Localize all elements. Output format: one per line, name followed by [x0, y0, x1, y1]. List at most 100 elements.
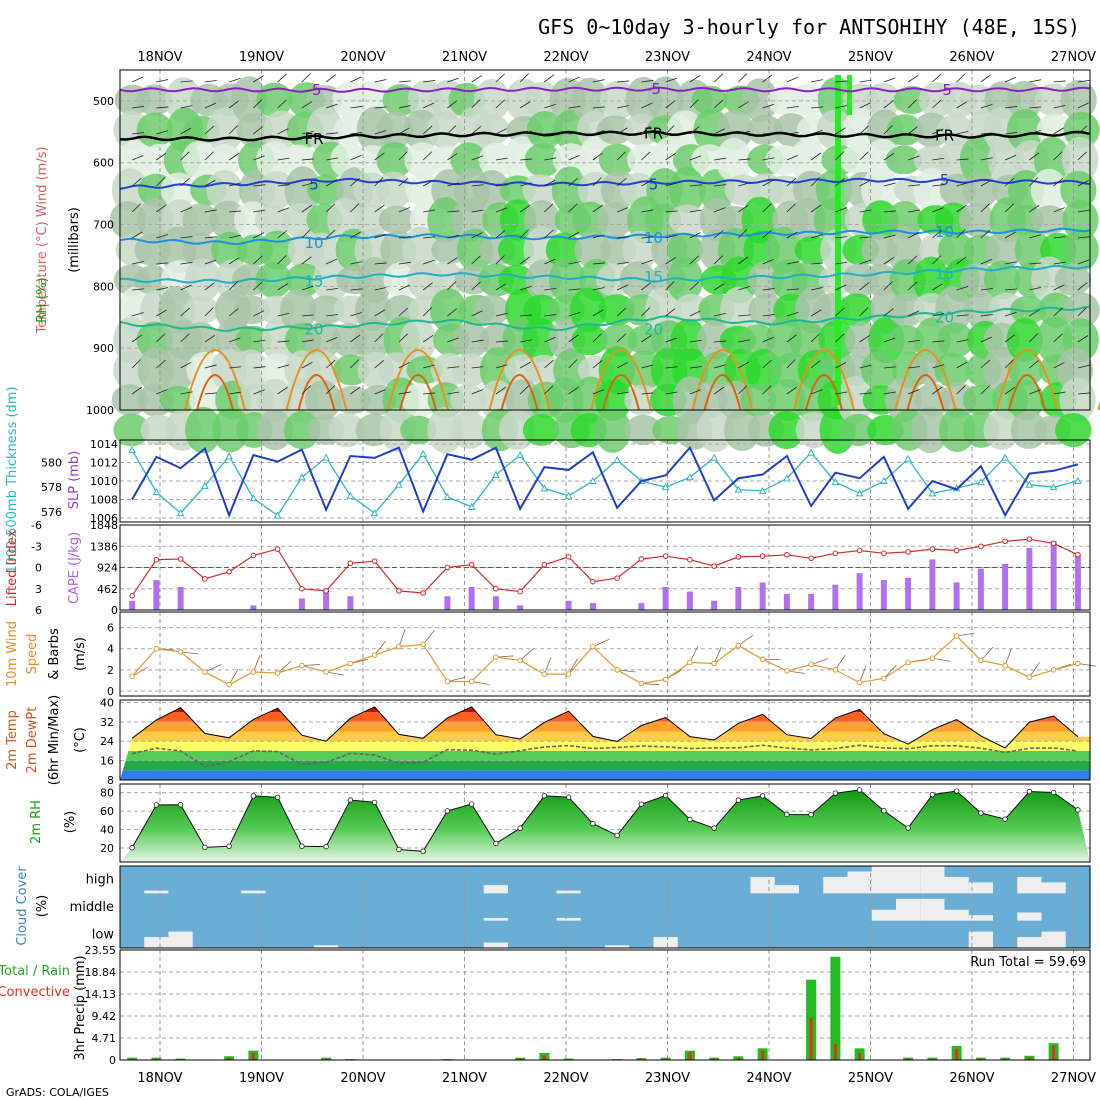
wind-barb — [883, 337, 896, 343]
cape-bar — [735, 587, 742, 610]
precip-convective-bar — [712, 1058, 716, 1060]
wind-barb — [520, 130, 532, 135]
li-point — [638, 556, 645, 562]
wind10-barb — [326, 671, 344, 676]
li-point — [250, 552, 257, 559]
wind-barb — [956, 361, 968, 369]
rh-point — [565, 794, 572, 800]
wind10-point — [1002, 662, 1008, 669]
wind-barb — [1029, 333, 1039, 343]
cloud-high-bar — [847, 871, 872, 894]
wind-barb — [301, 229, 311, 239]
wind-barb — [665, 391, 678, 395]
wind10-point — [420, 641, 426, 648]
wind-barb — [883, 257, 895, 265]
thickness-point — [928, 489, 937, 497]
temperature-contour — [119, 227, 1091, 246]
wind-barb — [907, 99, 917, 109]
wind-barb — [883, 234, 896, 239]
wind-barb — [180, 105, 193, 109]
rh-shade-cell — [574, 231, 611, 269]
wind-barb — [641, 125, 651, 135]
precip-panel: 0 4.71 9.42 14.13 18.84 23.55 Run Total = 59.6… — [85, 944, 1091, 1067]
cloud-middle-bar — [944, 909, 969, 921]
wind-barb — [1053, 391, 1066, 395]
thickness-line — [131, 449, 1079, 517]
cloud-middle-bar — [920, 898, 945, 921]
wind-barb — [229, 210, 242, 213]
wind-barb — [156, 234, 168, 239]
wind-barb — [422, 102, 435, 109]
rh-point — [953, 788, 960, 794]
rh-shade-cell — [716, 110, 754, 150]
thickness-point — [492, 470, 500, 478]
rh-shade-cell — [206, 144, 243, 176]
wind10-barb — [932, 657, 951, 662]
wind-barb — [689, 366, 702, 369]
cloud-high-bar — [483, 885, 508, 894]
wind-barb — [180, 333, 190, 343]
wind-barb — [374, 333, 384, 343]
thickness-point — [298, 473, 306, 481]
cloud-high-bar — [774, 885, 799, 894]
precip-convective-bar — [761, 1050, 765, 1060]
li-point — [1026, 536, 1033, 542]
rh-point — [153, 802, 160, 808]
wind-barb — [883, 308, 894, 317]
wind10-point — [881, 675, 887, 682]
wind-barb — [156, 79, 169, 83]
wind-barb — [1005, 132, 1018, 135]
cape-bar — [638, 603, 645, 610]
wind-barb — [253, 366, 266, 369]
wind-barb — [617, 261, 630, 265]
thickness-point — [419, 449, 427, 457]
rh-frame — [119, 783, 1091, 863]
rh-shade-cell — [182, 321, 219, 359]
wind-barb — [301, 182, 314, 187]
rh-point — [856, 787, 863, 793]
wind-barb — [180, 361, 192, 369]
wind-barb — [180, 307, 190, 317]
rh-shade-cell — [400, 318, 437, 362]
wind10-barb — [471, 681, 490, 685]
wind-barb — [689, 310, 701, 317]
wind-barb — [762, 203, 772, 213]
wind10-point — [784, 668, 790, 674]
wind-barb — [156, 389, 168, 395]
wind10-point — [371, 652, 378, 658]
rh-shade-cell — [619, 261, 657, 299]
warm-contour — [297, 374, 336, 411]
wind-barb — [253, 389, 265, 395]
wind10-point — [129, 673, 135, 680]
wind-barb — [811, 130, 823, 135]
rh-point — [274, 794, 281, 801]
rh-shade-cell — [546, 377, 584, 423]
wind10-point — [444, 678, 451, 685]
rh-shade-cell — [959, 136, 997, 184]
wind-barb — [447, 281, 457, 291]
wind-barb — [131, 177, 142, 187]
wind-barb — [301, 73, 311, 83]
wind-barb — [253, 209, 266, 213]
thickness-point — [831, 478, 840, 486]
wind-barb — [907, 310, 920, 317]
precip-convective-bar — [664, 1058, 668, 1060]
li-point — [1002, 538, 1008, 545]
rh-shade-cell — [305, 350, 342, 390]
wind-barb — [398, 284, 410, 291]
wind-barb — [1053, 333, 1063, 343]
temp-band — [120, 741, 1090, 751]
rh-point — [420, 848, 426, 855]
wind-barb — [495, 283, 507, 291]
rh-point — [250, 793, 257, 799]
wind-barb — [423, 236, 436, 239]
wind-barb — [253, 155, 265, 161]
wind-barb — [980, 132, 993, 135]
wind-barb — [277, 128, 289, 135]
wind-barb — [495, 340, 508, 343]
wind10-point — [274, 670, 281, 676]
wind-barb — [616, 307, 627, 317]
wind-barb — [592, 204, 603, 213]
wind-barb — [908, 209, 921, 213]
upper-air-panel: 500 600 700 800 900 1000 -5 -5 -5 FR FR FR 5 5 5 10 10 10… — [86, 69, 1100, 454]
